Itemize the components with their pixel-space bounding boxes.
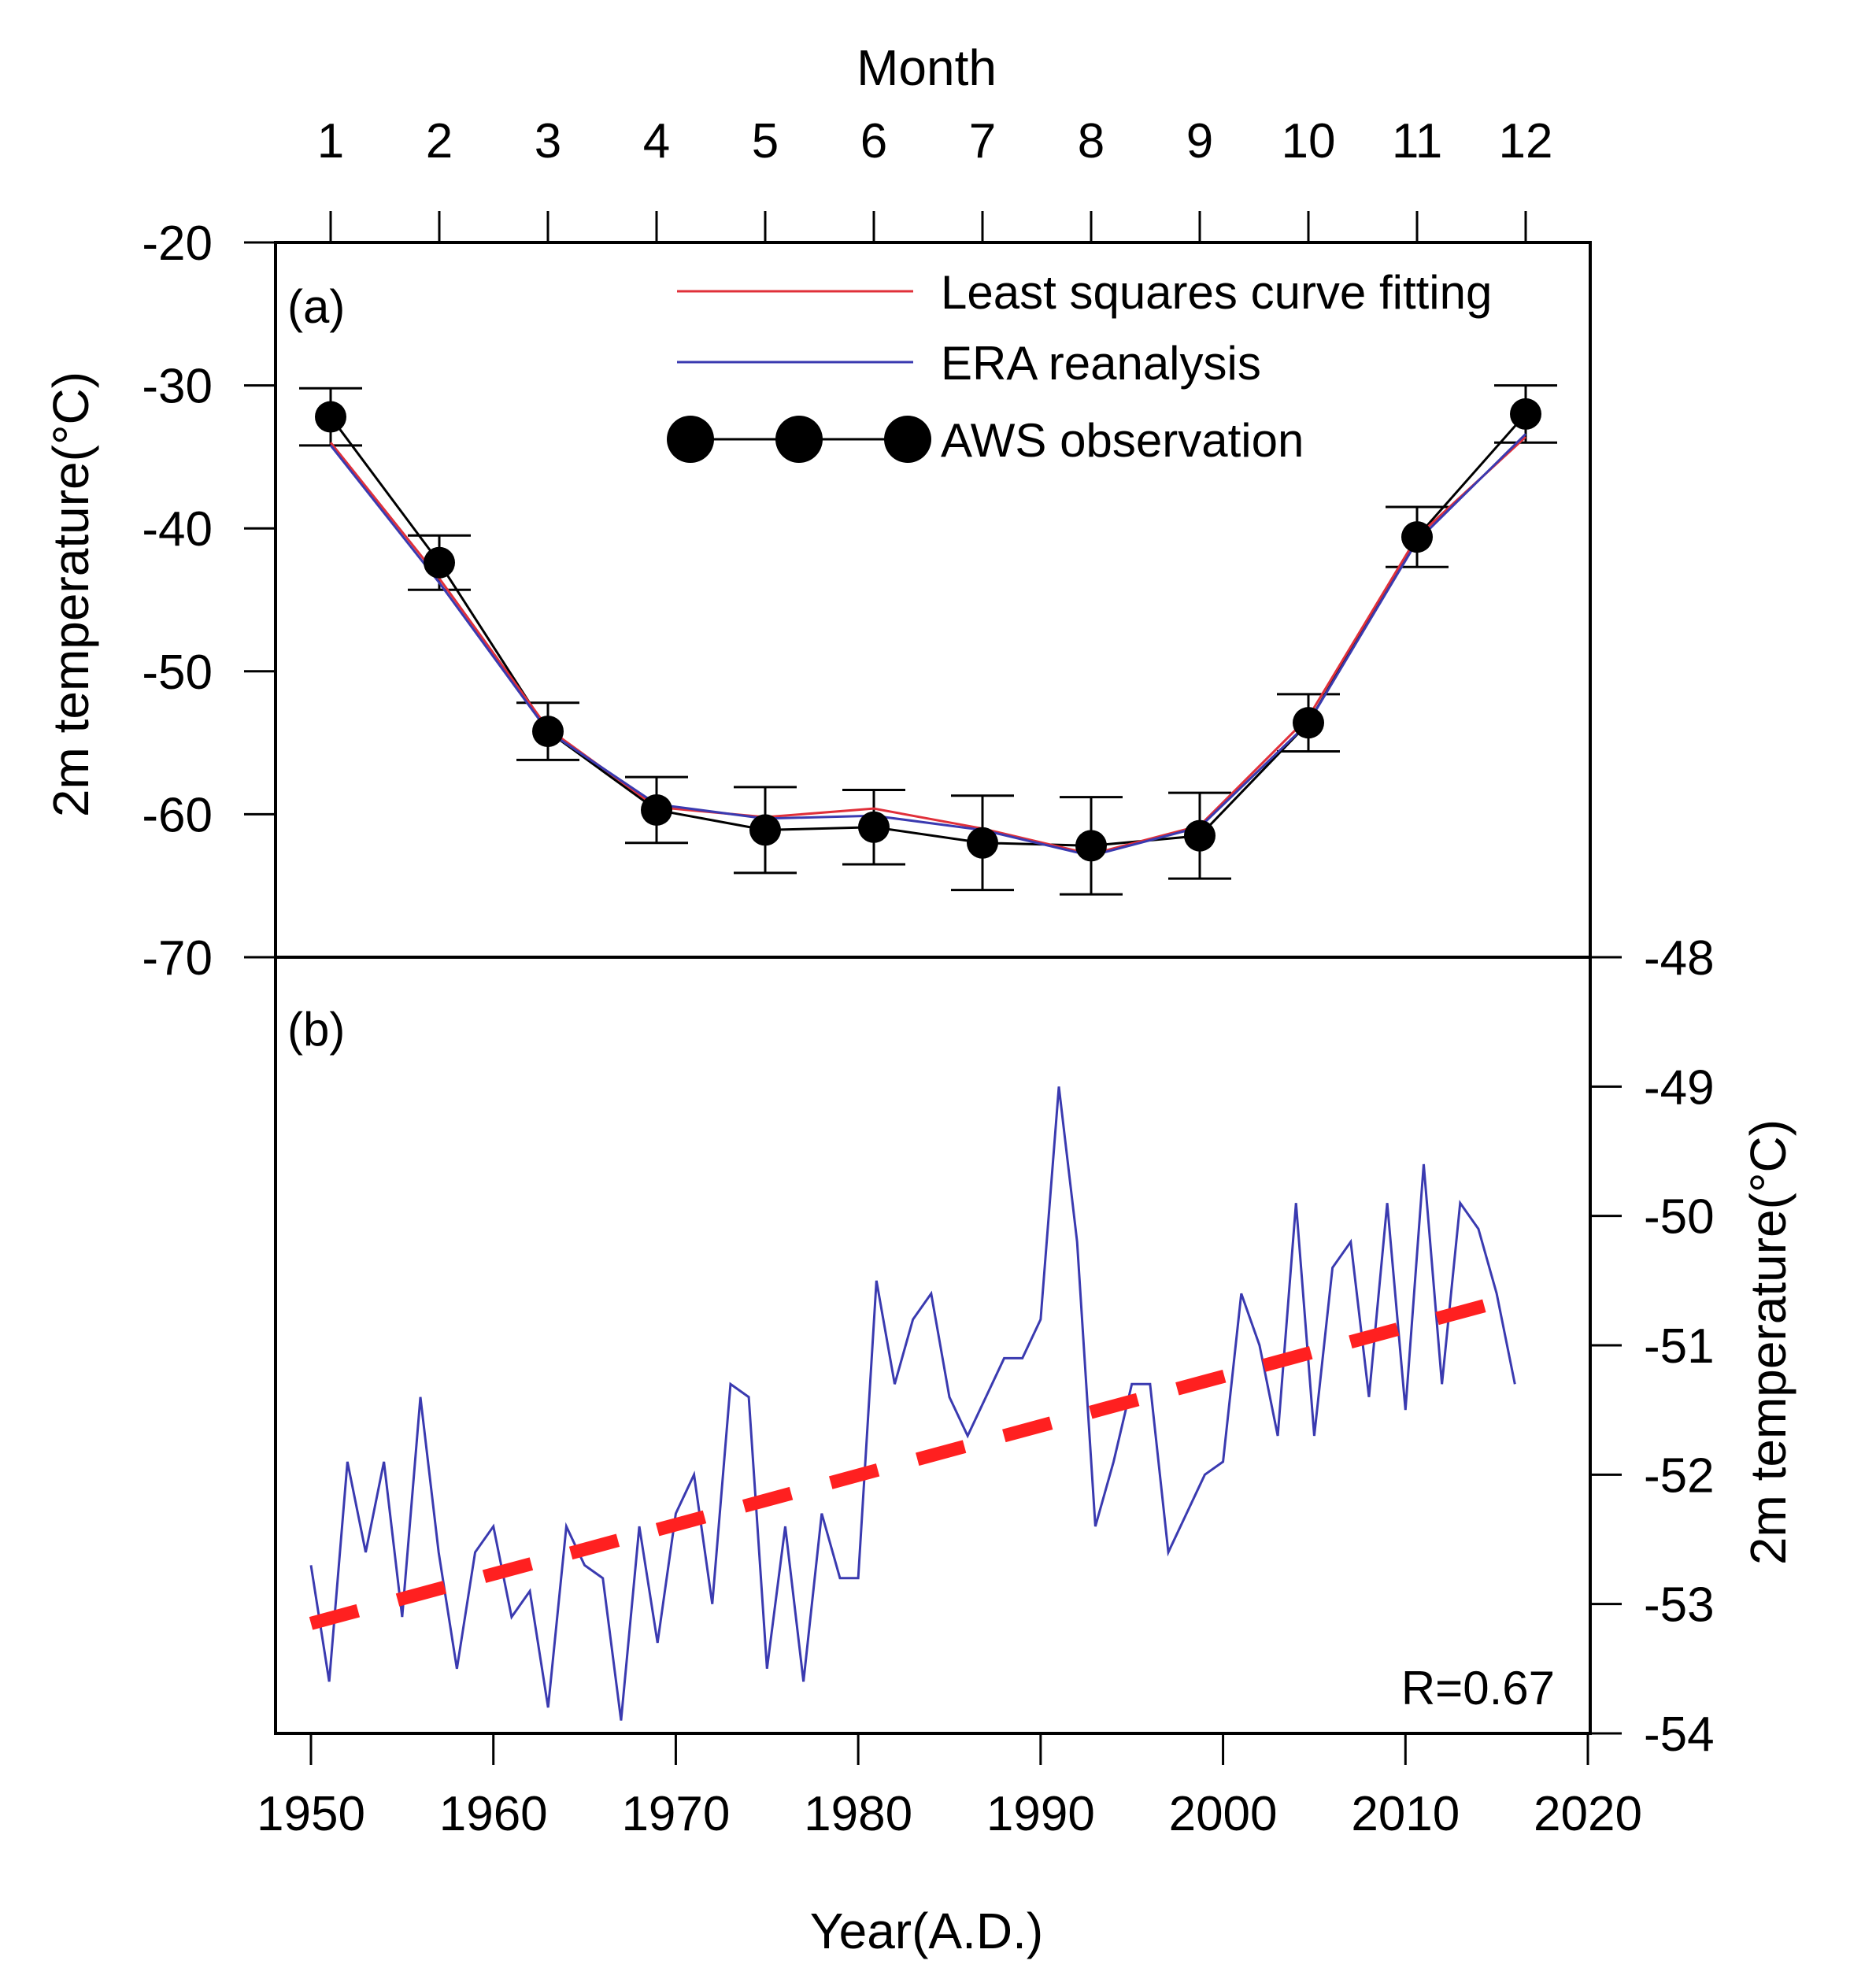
right-y-axis-title: 2m temperature(°C) (1740, 1119, 1796, 1565)
top-x-tick-label: 3 (535, 114, 561, 168)
legend-aws-marker-1 (667, 416, 714, 463)
top-x-tick-label: 4 (643, 114, 670, 168)
bottom-x-tick-label: 1970 (621, 1787, 730, 1841)
top-x-tick-label: 11 (1392, 114, 1442, 168)
legend-aws-marker-2 (775, 416, 823, 463)
top-x-tick-label: 12 (1499, 114, 1553, 168)
left-y-axis-title: 2m temperature(°C) (43, 372, 99, 817)
panel-b-label: (b) (287, 1003, 345, 1056)
era-reanalysis-line (329, 433, 1527, 857)
aws-observation-point (532, 716, 564, 748)
bottom-x-axis-title: Year(A.D.) (810, 1903, 1043, 1959)
top-x-tick-label: 2 (426, 114, 453, 168)
bottom-x-tick-label: 2020 (1534, 1787, 1642, 1841)
aws-observation-point (315, 401, 346, 433)
right-y-tick-label: -53 (1644, 1578, 1715, 1633)
aws-observation-point (1184, 819, 1216, 852)
aws-observation-point (1401, 521, 1433, 553)
bottom-x-tick-label: 1980 (804, 1787, 912, 1841)
panel-a-label: (a) (287, 280, 345, 333)
aws-observation-point (1075, 830, 1107, 862)
right-y-tick-label: -51 (1644, 1319, 1715, 1374)
panel-b-frame (274, 956, 1592, 1735)
bottom-x-tick-label: 2010 (1351, 1787, 1460, 1841)
legend-era-label: ERA reanalysis (941, 337, 1261, 390)
top-x-tick-label: 10 (1282, 114, 1336, 168)
least-squares-fit-line (329, 435, 1527, 856)
bottom-x-tick-label: 2000 (1169, 1787, 1278, 1841)
right-y-tick-label: -48 (1644, 931, 1715, 986)
left-y-tick-label: -20 (142, 216, 213, 271)
top-x-tick-label: 5 (752, 114, 779, 168)
left-y-tick-label: -30 (142, 360, 213, 414)
top-x-axis-title: Month (857, 39, 997, 96)
top-x-tick-label: 1 (317, 114, 344, 168)
panel-a-series (299, 384, 1557, 896)
right-y-tick-label: -54 (1644, 1707, 1715, 1762)
bottom-x-tick-label: 1960 (439, 1787, 548, 1841)
top-x-tick-label: 6 (860, 114, 887, 168)
aws-observation-point (967, 827, 998, 859)
left-y-tick-label: -50 (142, 645, 213, 700)
top-x-tick-label: 9 (1186, 114, 1213, 168)
panel-b-ticks: 1950 1960 1970 1980 1990 2000 2010 2020 -48 -49 -5… (257, 931, 1715, 1841)
top-x-tick-label: 7 (969, 114, 996, 168)
right-y-tick-label: -50 (1644, 1190, 1715, 1245)
legend-fit-label: Least squares curve fitting (941, 266, 1492, 319)
aws-observation-point (1293, 707, 1324, 739)
right-y-tick-label: -52 (1644, 1448, 1715, 1503)
aws-observation-point (1510, 398, 1541, 430)
legend-aws-marker-3 (884, 416, 931, 463)
correlation-annotation: R=0.67 (1401, 1662, 1555, 1715)
bottom-x-tick-label: 1950 (257, 1787, 365, 1841)
aws-observation-point (641, 793, 672, 826)
aws-observation-point (424, 546, 455, 579)
bottom-x-tick-label: 1990 (986, 1787, 1095, 1841)
top-x-tick-label: 8 (1078, 114, 1105, 168)
panel-a-ticks: 1 2 3 4 5 6 7 8 9 10 11 12-20-30-40-50-60-70 (142, 114, 1552, 986)
legend: Least squares curve fitting ERA reanalys… (667, 266, 1492, 467)
aws-observation-point (858, 811, 890, 843)
panel-a-frame (274, 241, 1592, 959)
left-y-tick-label: -70 (142, 931, 213, 986)
aws-observation-line (329, 412, 1527, 847)
panel-b-series (309, 1086, 1517, 1721)
legend-aws-label: AWS observation (941, 414, 1304, 467)
left-y-tick-label: -60 (142, 788, 213, 842)
aws-observation-point (749, 814, 781, 846)
era-annual-temperature-line (309, 1086, 1516, 1721)
left-y-tick-label: -40 (142, 502, 213, 557)
right-y-tick-label: -49 (1644, 1060, 1715, 1115)
linear-trend-line (309, 1290, 1517, 1630)
